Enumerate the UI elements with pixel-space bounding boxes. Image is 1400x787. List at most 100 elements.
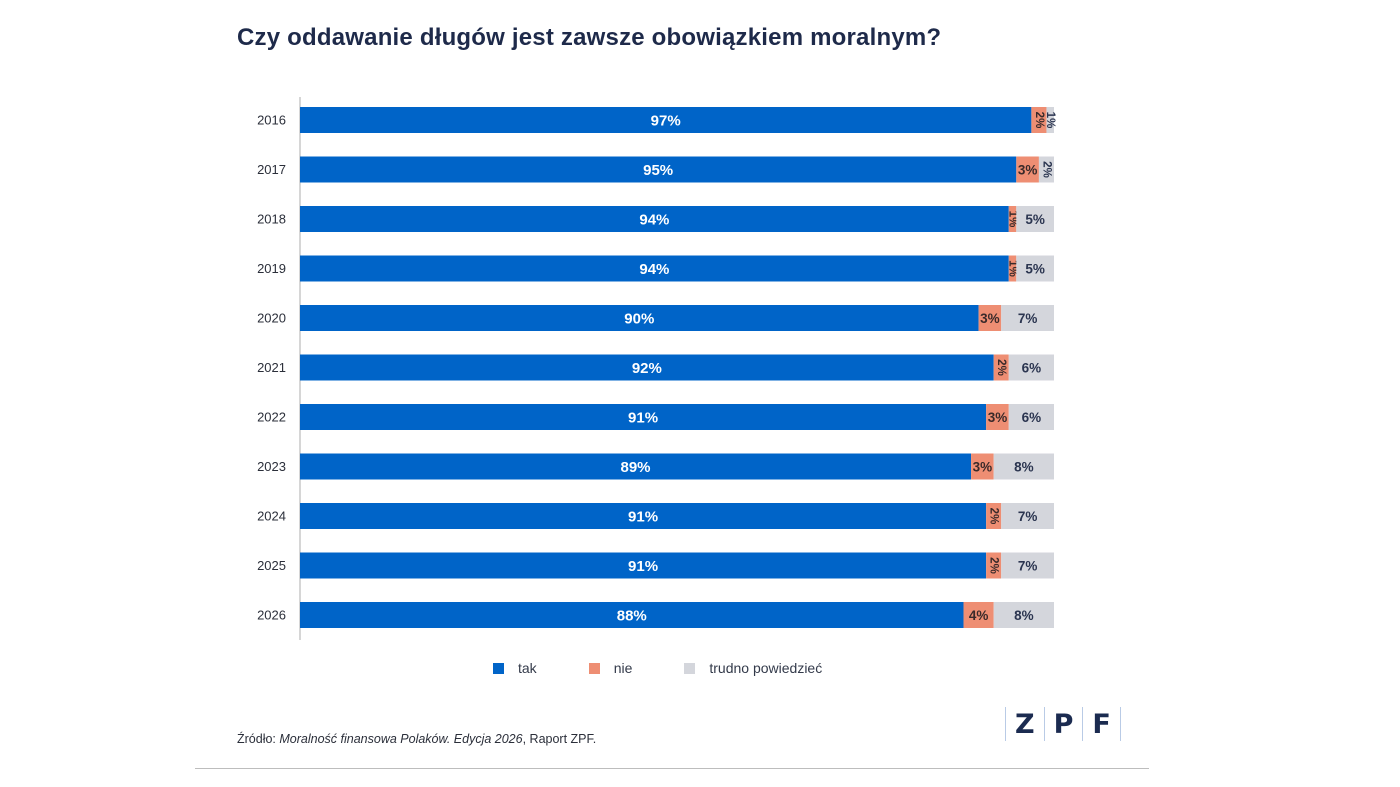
zpf-logo: Z P F xyxy=(1005,705,1121,743)
bar-trudno xyxy=(993,602,1054,628)
data-label-tak: 89% xyxy=(621,459,651,476)
bar-trudno xyxy=(1001,305,1054,331)
bar-trudno xyxy=(1016,255,1054,282)
logo-divider xyxy=(1043,707,1045,741)
bar-trudno xyxy=(1016,206,1054,232)
bar-nie xyxy=(978,305,1002,331)
bar-trudno xyxy=(1001,552,1054,579)
data-label-tak: 94% xyxy=(639,212,669,229)
data-label-nie: 3% xyxy=(988,410,1008,425)
legend-swatch-tak xyxy=(493,662,504,674)
bar-nie xyxy=(986,503,1002,529)
bar-tak xyxy=(300,453,972,480)
y-tick-label: 2017 xyxy=(257,162,286,177)
legend-swatch-nie xyxy=(588,662,600,674)
bottom-divider xyxy=(195,768,1149,769)
legend: tak nie trudno powiedzieć xyxy=(493,660,874,676)
bar-tak xyxy=(300,156,1017,183)
legend-swatch-trudno xyxy=(684,662,696,674)
data-label-tak: 91% xyxy=(628,410,658,427)
y-tick-label: 2024 xyxy=(257,509,286,524)
bar-nie xyxy=(1016,156,1039,183)
y-tick-label: 2019 xyxy=(257,261,286,276)
source-suffix: , Raport ZPF. xyxy=(522,732,597,746)
logo-divider xyxy=(1119,707,1121,741)
source-note: Źródło: Moralność finansowa Polaków. Edy… xyxy=(237,732,596,746)
logo-letter-p: P xyxy=(1053,708,1074,740)
bar-tak xyxy=(300,602,964,628)
data-label-nie: 2% xyxy=(995,359,1007,376)
data-label-tak: 94% xyxy=(639,261,669,278)
bar-nie xyxy=(1008,206,1017,232)
bar-trudno xyxy=(1008,404,1054,430)
bar-nie xyxy=(963,602,994,628)
y-tick-label: 2016 xyxy=(257,113,286,128)
source-title: Moralność finansowa Polaków. Edycja 2026 xyxy=(279,732,523,746)
bar-tak xyxy=(300,503,987,529)
data-label-trudno: 2% xyxy=(1040,161,1052,178)
bar-tak xyxy=(300,404,987,430)
data-label-trudno: 7% xyxy=(1018,311,1038,326)
data-label-trudno: 5% xyxy=(1025,262,1045,277)
data-label-nie: 3% xyxy=(1018,163,1038,178)
logo-divider xyxy=(1082,707,1084,741)
legend-label-trudno: trudno powiedzieć xyxy=(709,660,823,676)
bar-nie xyxy=(993,354,1009,381)
logo-letter-f: F xyxy=(1092,708,1111,740)
y-tick-label: 2026 xyxy=(257,608,286,623)
data-label-trudno: 5% xyxy=(1025,212,1045,227)
data-label-nie: 2% xyxy=(988,508,1000,525)
y-tick-label: 2021 xyxy=(257,360,286,375)
bar-nie xyxy=(986,552,1002,579)
y-tick-label: 2020 xyxy=(257,311,286,326)
chart-title: Czy oddawanie długów jest zawsze obowiąz… xyxy=(237,24,942,51)
bar-tak xyxy=(300,354,994,381)
bar-trudno xyxy=(1001,503,1054,529)
data-label-tak: 90% xyxy=(624,311,654,328)
bar-trudno xyxy=(993,453,1054,480)
data-label-trudno: 7% xyxy=(1018,509,1038,524)
data-label-nie: 2% xyxy=(988,557,1000,574)
data-label-trudno: 7% xyxy=(1018,559,1038,574)
bar-nie xyxy=(1008,255,1017,282)
data-label-trudno: 8% xyxy=(1014,608,1034,623)
bar-trudno xyxy=(1046,107,1054,133)
y-tick-label: 2022 xyxy=(257,410,286,425)
data-label-trudno: 6% xyxy=(1022,361,1042,376)
data-label-nie: 3% xyxy=(973,460,993,475)
data-label-nie: 2% xyxy=(1033,112,1045,129)
source-prefix: Źródło: xyxy=(237,732,280,746)
data-label-tak: 91% xyxy=(628,558,658,575)
y-tick-label: 2018 xyxy=(257,212,286,227)
bar-tak xyxy=(300,305,979,331)
data-label-trudno: 6% xyxy=(1022,410,1042,425)
bar-nie xyxy=(971,453,994,480)
data-label-tak: 95% xyxy=(643,162,673,179)
bar-tak xyxy=(300,255,1009,282)
bar-tak xyxy=(300,552,987,579)
data-label-nie: 4% xyxy=(969,608,989,623)
data-label-nie: 1% xyxy=(1007,211,1019,228)
data-label-tak: 92% xyxy=(632,360,662,377)
y-tick-label: 2025 xyxy=(257,558,286,573)
logo-divider xyxy=(1005,707,1006,741)
legend-item-tak: tak xyxy=(493,660,537,676)
bar-trudno xyxy=(1008,354,1054,381)
data-label-trudno: 8% xyxy=(1014,460,1034,475)
legend-label-tak: tak xyxy=(518,660,537,676)
data-label-nie: 3% xyxy=(980,311,1000,326)
bar-nie xyxy=(986,404,1009,430)
bar-nie xyxy=(1031,107,1047,133)
legend-item-trudno: trudno powiedzieć xyxy=(684,660,822,676)
bar-tak xyxy=(300,206,1009,232)
logo-letter-z: Z xyxy=(1015,708,1035,740)
legend-item-nie: nie xyxy=(588,660,633,676)
bar-trudno xyxy=(1038,156,1054,183)
legend-label-nie: nie xyxy=(613,660,633,676)
data-label-nie: 1% xyxy=(1007,260,1019,277)
data-label-tak: 97% xyxy=(651,113,681,130)
bar-tak xyxy=(300,107,1032,133)
data-label-tak: 88% xyxy=(617,608,647,625)
y-tick-label: 2023 xyxy=(257,459,286,474)
